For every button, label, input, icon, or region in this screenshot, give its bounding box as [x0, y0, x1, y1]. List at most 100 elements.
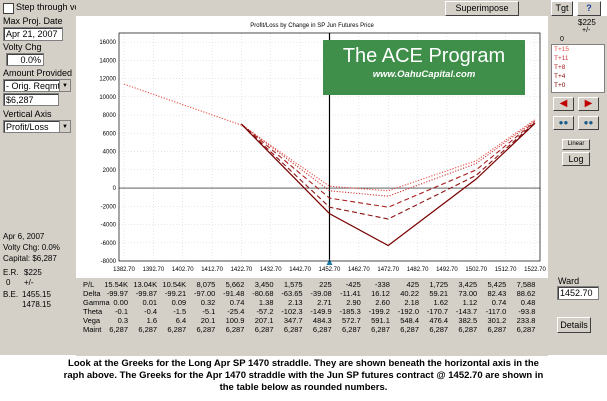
- greek-cell: 6,287: [196, 325, 216, 334]
- tgt-button[interactable]: Tgt: [551, 1, 573, 16]
- linear-button[interactable]: Linear: [562, 139, 590, 150]
- series-line: [241, 120, 536, 197]
- max-date-field[interactable]: Apr 21, 2007: [3, 27, 63, 41]
- legend-item: T+8: [554, 64, 566, 71]
- er-value: $225: [24, 268, 42, 277]
- er-label: E.R.: [3, 268, 19, 277]
- arrow-left-button[interactable]: ◀: [553, 97, 574, 111]
- step-volatilities-label: Step through volatilities: [16, 2, 110, 12]
- dots-icon: ●●: [558, 118, 569, 127]
- zoom-in-button[interactable]: ●●: [578, 116, 599, 130]
- legend-item: T+11: [554, 55, 569, 62]
- greek-cell: -93.8: [518, 307, 536, 316]
- er-sub-label: 0: [6, 278, 11, 287]
- x-tick-label: 1482.70: [407, 267, 429, 273]
- greek-cell: 2.13: [287, 298, 303, 307]
- arrow-right-button[interactable]: ▶: [578, 97, 599, 111]
- greek-cell: 301.2: [487, 316, 507, 325]
- greek-cell: -63.65: [281, 289, 303, 298]
- greek-row-label: Maint: [83, 325, 102, 334]
- er-sub-value: +/-: [24, 278, 34, 287]
- x-tick-label: 1512.70: [495, 267, 517, 273]
- x-tick-label: 1452.70: [319, 267, 341, 273]
- greek-cell: 3,425: [458, 280, 478, 289]
- x-tick-label: 1412.70: [201, 267, 223, 273]
- greek-cell: -338: [374, 280, 390, 289]
- details-button[interactable]: Details: [557, 317, 591, 333]
- y-tick-label: 16000: [99, 40, 116, 46]
- greek-cell: 2.60: [375, 298, 390, 307]
- greek-cell: 0.00: [113, 298, 128, 307]
- greek-cell: 88.62: [516, 289, 536, 298]
- y-tick-label: 4000: [103, 150, 117, 156]
- greek-cell: 3,450: [254, 280, 274, 289]
- greek-cell: -99.21: [164, 289, 187, 298]
- series-line: [240, 122, 536, 247]
- x-tick-label: 1472.70: [377, 267, 399, 273]
- greek-cell: 2.90: [346, 298, 361, 307]
- greek-cell: 0.48: [520, 298, 536, 307]
- amount-provided-select[interactable]: - Orig. Reqmt ▼: [3, 79, 71, 92]
- greek-cell: 548.4: [400, 316, 419, 325]
- y-tick-label: -6000: [101, 241, 117, 247]
- ward-field[interactable]: 1452.70: [557, 286, 599, 300]
- volty-chg-label: Volty Chg: [3, 42, 42, 52]
- greek-cell: -170.7: [426, 307, 449, 316]
- greek-cell: 6,287: [109, 325, 128, 334]
- y-tick-label: -2000: [101, 204, 117, 210]
- x-tick-label: 1422.70: [231, 267, 253, 273]
- top-strip: [76, 0, 551, 16]
- caption-line-2: raph above. The Greeks for the Apr 1470 …: [63, 370, 544, 381]
- chevron-down-icon[interactable]: ▼: [59, 121, 70, 132]
- log-button[interactable]: Log: [562, 152, 590, 166]
- greek-cell: -0.4: [144, 307, 158, 316]
- volty-chg-field[interactable]: 0.0%: [6, 53, 44, 66]
- greek-cell: -117.0: [485, 307, 507, 316]
- amount-value-field[interactable]: $6,287: [3, 93, 59, 106]
- greek-cell: 6,287: [283, 325, 303, 334]
- greek-cell: -97.00: [194, 289, 216, 298]
- x-axis-ticks: 1382.70 1392.70 1402.70 1412.70 1422.70 1432.…: [113, 267, 546, 273]
- chevron-down-icon[interactable]: ▼: [59, 80, 70, 91]
- info-volty: Volty Chg: 0.0%: [3, 243, 60, 252]
- zoom-out-button[interactable]: ●●: [553, 116, 574, 130]
- legend-item: T+15: [554, 46, 569, 53]
- greek-cell: -149.9: [310, 307, 332, 316]
- y-tick-label: 12000: [99, 77, 116, 83]
- right-value-zero: 0: [560, 36, 564, 43]
- greek-cell: -99.97: [106, 289, 128, 298]
- greek-cell: 425: [406, 280, 419, 289]
- greek-cell: 6,287: [371, 325, 390, 334]
- vertical-axis-select[interactable]: Profit/Loss ▼: [3, 120, 71, 133]
- greek-cell: 1.6: [146, 316, 158, 325]
- greek-cell: -192.0: [397, 307, 419, 316]
- greek-cell: 15.54K: [104, 280, 128, 289]
- chart-title: Profit/Loss by Change in SP Jun Futures …: [250, 23, 374, 29]
- x-tick-label: 1432.70: [260, 267, 282, 273]
- superimpose-prev-button[interactable]: Superimpose Prev: [445, 1, 519, 26]
- y-tick-label: 6000: [103, 131, 117, 137]
- x-tick-label: 1392.70: [143, 267, 165, 273]
- step-volatilities-checkbox[interactable]: [3, 3, 14, 14]
- greek-cell: -39.08: [310, 289, 332, 298]
- plot-frame: [118, 32, 541, 262]
- series-line: [123, 83, 536, 192]
- info-date: Apr 6, 2007: [3, 232, 45, 241]
- greek-row-label: Delta: [83, 289, 101, 298]
- x-tick-label: 1462.70: [348, 267, 370, 273]
- watermark-url: www.OahuCapital.com: [372, 69, 476, 80]
- greek-cell: 6,287: [429, 325, 449, 334]
- x-tick-label: 1382.70: [113, 267, 135, 273]
- dots-icon: ●●: [583, 118, 594, 127]
- x-tick-label: 1522.70: [524, 267, 546, 273]
- right-value-top: $225: [578, 18, 596, 27]
- arrow-right-icon: ▶: [584, 98, 593, 109]
- arrow-left-icon: ◀: [559, 98, 568, 109]
- greek-cell: 73.00: [458, 289, 478, 298]
- help-button[interactable]: ?: [577, 1, 601, 16]
- caption-line-1: Look at the Greeks for the Long Apr SP 1…: [68, 358, 539, 369]
- greek-cell: 0.32: [200, 298, 216, 307]
- y-tick-label: 14000: [99, 58, 116, 64]
- greek-cell: 382.5: [458, 316, 478, 325]
- greek-row-label: Gamma: [83, 298, 110, 307]
